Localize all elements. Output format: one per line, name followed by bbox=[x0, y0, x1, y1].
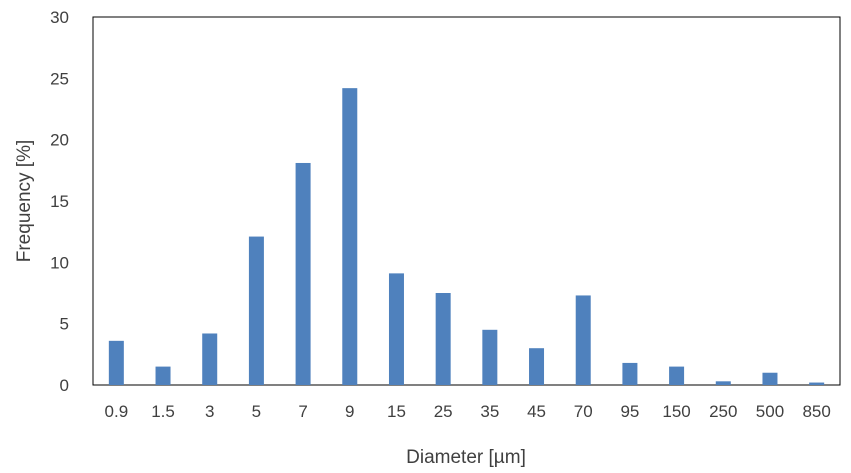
bar-150 bbox=[669, 366, 685, 385]
bar-70 bbox=[575, 295, 591, 385]
plot-area bbox=[92, 16, 841, 386]
bar-45 bbox=[529, 348, 545, 385]
bar-95 bbox=[622, 362, 638, 385]
y-tick-label: 20 bbox=[50, 131, 69, 150]
bar-25 bbox=[435, 293, 451, 385]
x-tick-label: 5 bbox=[252, 402, 261, 421]
x-axis-title: Diameter [µm] bbox=[406, 447, 526, 468]
x-tick-label: 15 bbox=[387, 402, 406, 421]
bar-3 bbox=[202, 333, 218, 385]
bar-0.9 bbox=[108, 340, 124, 385]
bars bbox=[108, 88, 825, 386]
x-tick-label: 45 bbox=[527, 402, 546, 421]
bar-5 bbox=[248, 236, 264, 385]
bar-35 bbox=[482, 329, 498, 385]
x-tick-label: 25 bbox=[434, 402, 453, 421]
x-tick-label: 250 bbox=[709, 402, 737, 421]
y-axis-title: Frequency [%] bbox=[14, 140, 35, 263]
y-tick-label: 10 bbox=[50, 253, 69, 272]
x-tick-label: 150 bbox=[662, 402, 690, 421]
x-tick-label: 70 bbox=[574, 402, 593, 421]
x-tick-label: 9 bbox=[345, 402, 354, 421]
x-tick-label: 500 bbox=[756, 402, 784, 421]
bar-15 bbox=[388, 273, 404, 385]
x-tick-label: 850 bbox=[802, 402, 830, 421]
x-tick-label: 0.9 bbox=[105, 402, 129, 421]
bar-850 bbox=[809, 382, 825, 385]
x-tick-label: 35 bbox=[480, 402, 499, 421]
x-tick-label: 95 bbox=[620, 402, 639, 421]
bar-9 bbox=[342, 88, 358, 386]
bar-500 bbox=[762, 372, 778, 385]
x-tick-label: 3 bbox=[205, 402, 214, 421]
bar-250 bbox=[715, 381, 731, 385]
y-axis-tick-labels: 0 5 10 15 20 25 30 bbox=[50, 8, 69, 395]
y-tick-label: 15 bbox=[50, 192, 69, 211]
x-axis-tick-labels: 0.9 1.5 3 5 7 9 15 25 35 45 70 95 150 250 500 850 bbox=[105, 402, 831, 421]
y-tick-label: 0 bbox=[60, 376, 69, 395]
bar-7 bbox=[295, 162, 311, 385]
y-tick-label: 30 bbox=[50, 8, 69, 27]
y-tick-label: 5 bbox=[60, 315, 69, 334]
x-tick-label: 1.5 bbox=[151, 402, 175, 421]
bar-1.5 bbox=[155, 366, 171, 385]
x-tick-label: 7 bbox=[298, 402, 307, 421]
y-tick-label: 25 bbox=[50, 69, 69, 88]
